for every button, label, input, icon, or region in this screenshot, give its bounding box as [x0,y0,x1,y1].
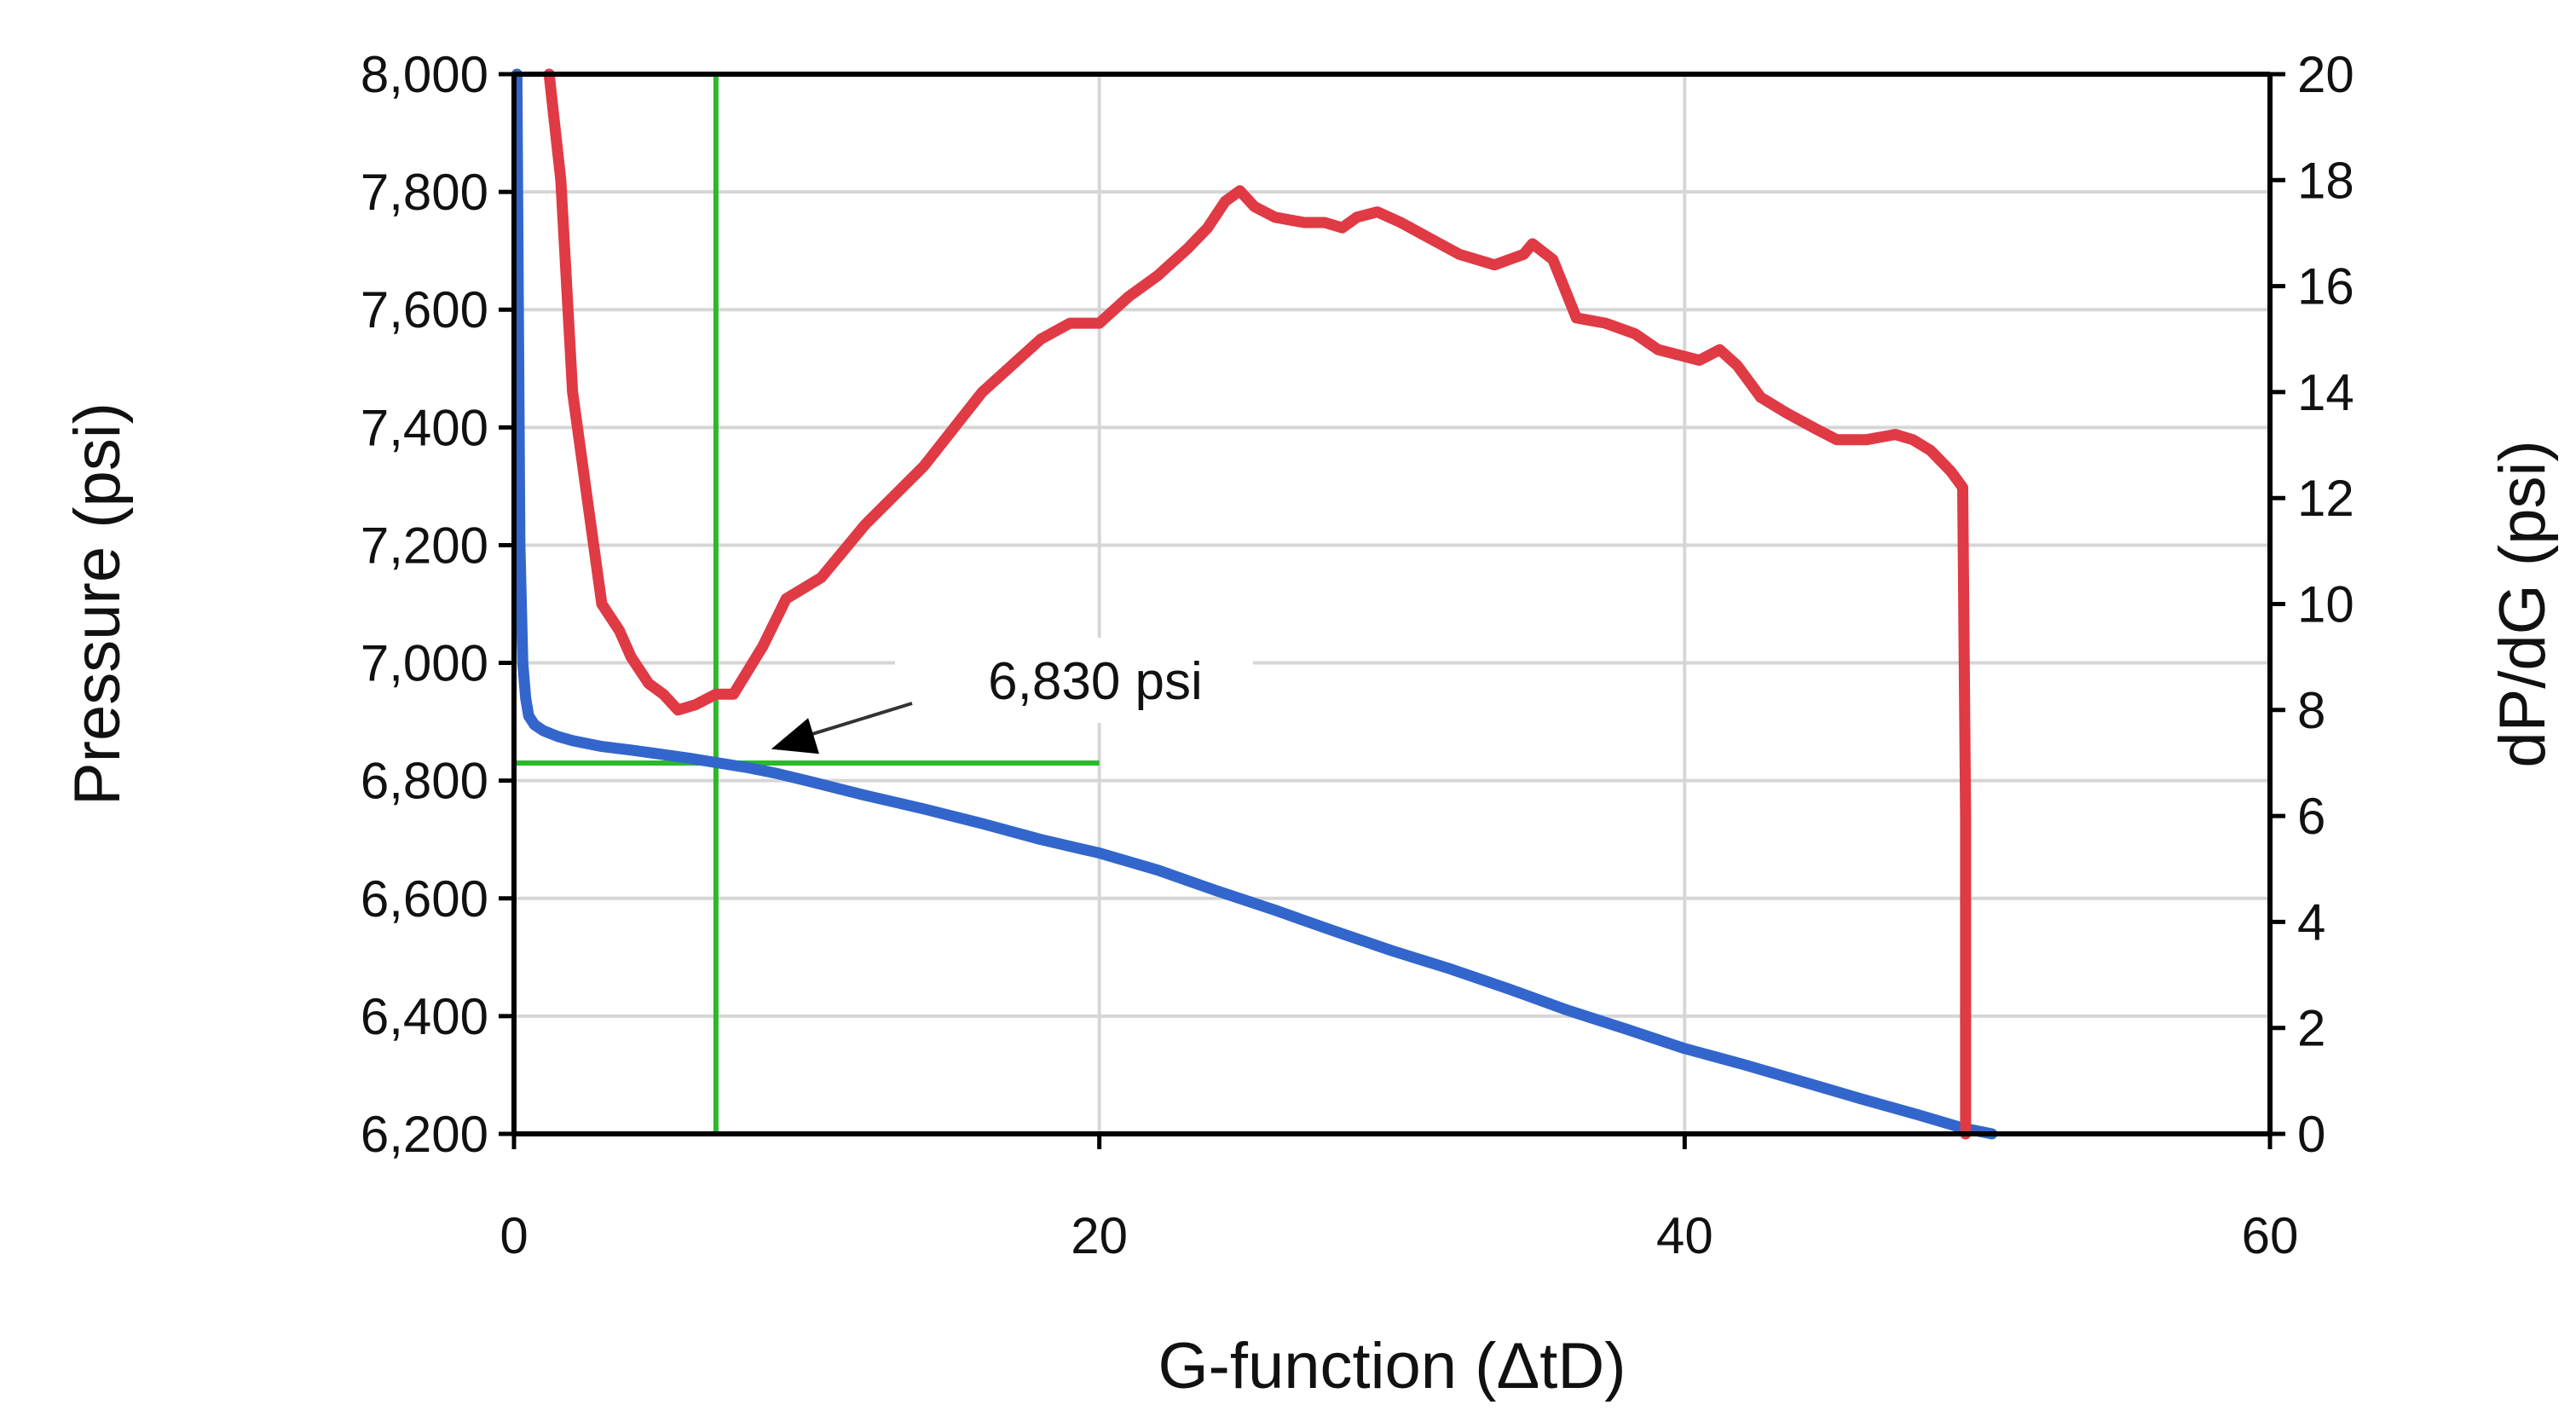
y-tick-label: 7,000 [361,635,488,692]
y-tick-label: 8,000 [361,46,488,103]
dpdg-series-line [543,68,1972,1140]
grid-layer [514,72,2272,1134]
series-layer [511,68,1998,1140]
axis-layer: 6,200 6,400 6,600 6,800 7,000 7,200 7,400 7,600… [61,46,2559,1402]
y2-tick-label: 14 [2297,364,2354,421]
y-tick-label: 7,600 [361,281,488,338]
y2-tick-label: 8 [2297,682,2325,739]
y-axis-title: Pressure (psi) [61,402,134,806]
y2-tick-label: 12 [2297,470,2354,527]
y2-tick-label: 10 [2297,576,2354,633]
y-tick-label: 6,800 [361,753,488,810]
x-tick-label: 40 [1656,1207,1713,1264]
y2-tick-label: 20 [2297,46,2354,103]
y2-tick-label: 6 [2297,788,2325,845]
annotation-box [895,638,1253,723]
y-tick-label: 7,400 [361,399,488,456]
y2-axis-title: dP/dG (psi) [2486,440,2559,767]
x-tick-label: 0 [500,1207,528,1264]
x-tick-label: 60 [2242,1207,2299,1264]
y-tick-label: 7,200 [361,517,488,574]
y-tick-label: 6,600 [361,870,488,928]
y2-tick-label: 0 [2297,1106,2325,1163]
annotation-label: 6,830 psi [988,652,1203,711]
annotation-arrowhead [771,718,819,754]
pressure-series-line [511,68,1998,1140]
y2-tick-label: 16 [2297,258,2354,315]
y2-tick-label: 2 [2297,1000,2325,1057]
y-tick-label: 6,400 [361,988,488,1045]
y-tick-label: 7,800 [361,164,488,221]
y2-tick-label: 4 [2297,893,2325,951]
x-tick-label: 20 [1071,1207,1128,1264]
y2-tick-label: 18 [2297,152,2354,209]
x-axis-title: G-function (ΔtD) [1158,1330,1626,1402]
annotation-arrow-line [796,702,913,741]
annotation-layer: 6,830 psi [771,638,1253,754]
guide-layer [514,74,1100,1134]
y-tick-label: 6,200 [361,1106,488,1163]
